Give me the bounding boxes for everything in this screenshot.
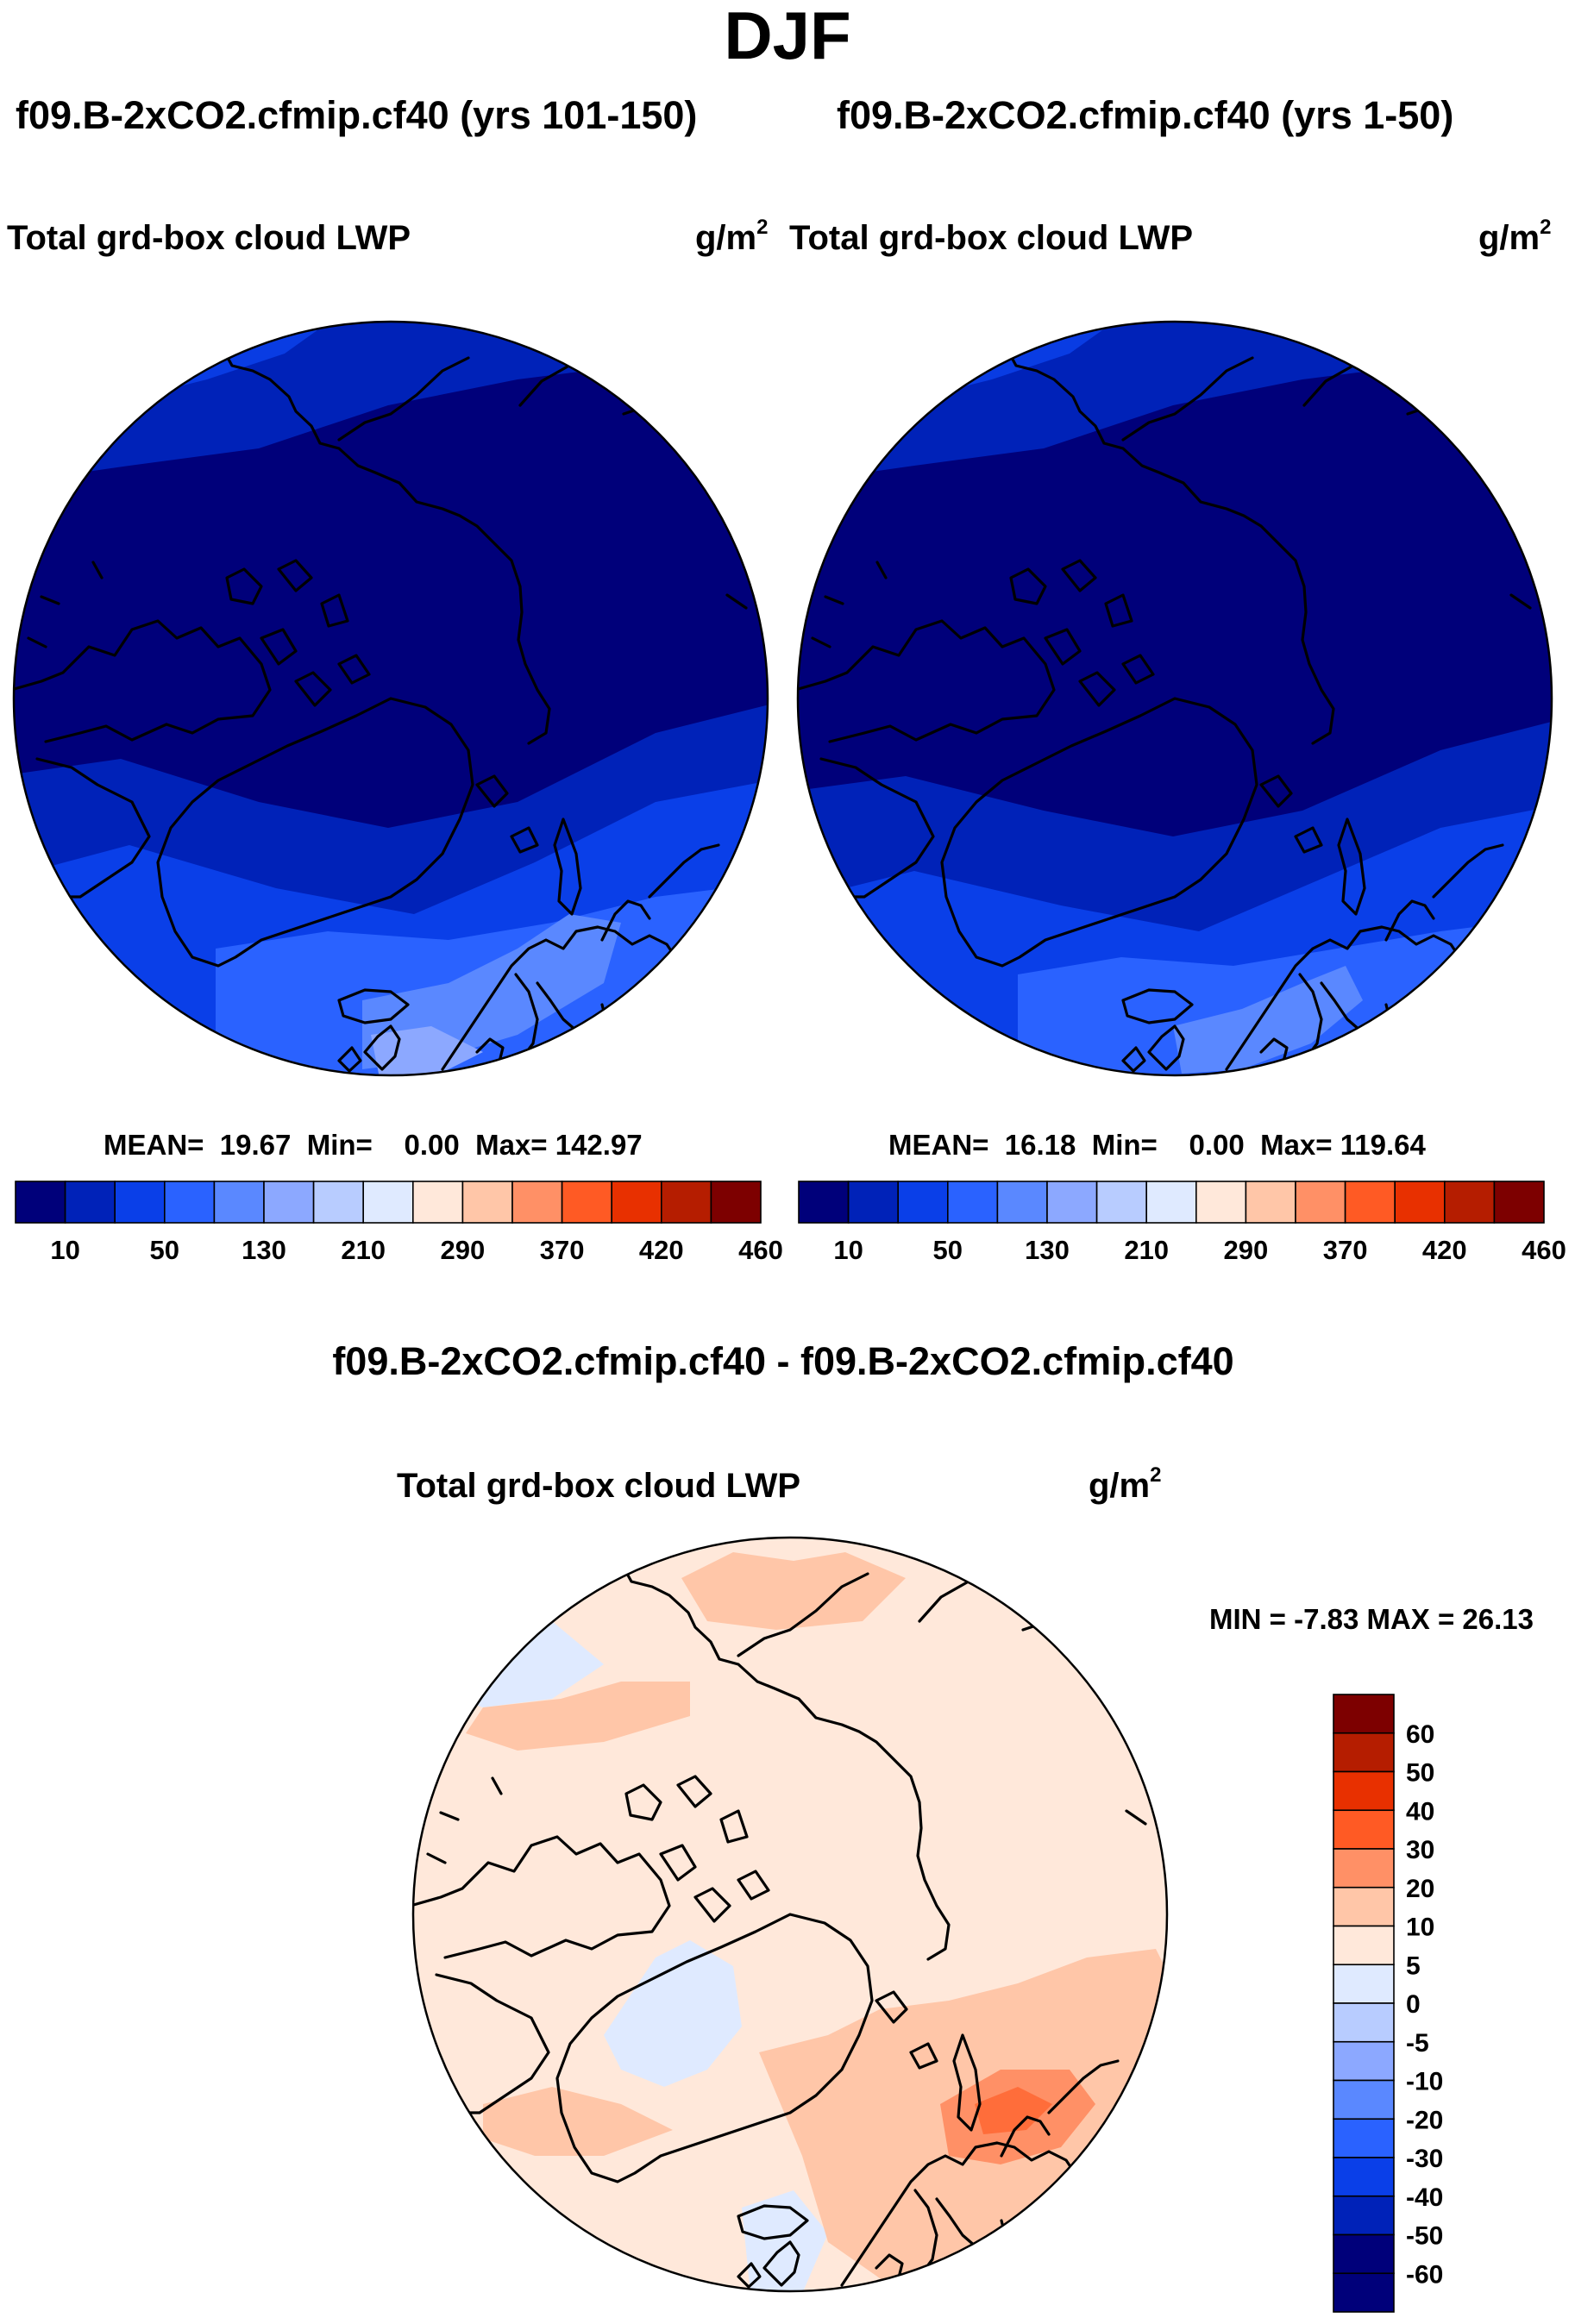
colorbar-tick-label: 420 bbox=[639, 1235, 684, 1265]
colorbar-tick-label: 60 bbox=[1406, 1720, 1434, 1749]
colorbar-swatch bbox=[1245, 1181, 1296, 1224]
colorbar-swatch bbox=[847, 1181, 899, 1224]
panel-2-map bbox=[796, 320, 1553, 1077]
panel-1-variable-label: Total grd-box cloud LWP bbox=[7, 219, 411, 257]
colorbar-tick-label: 50 bbox=[933, 1235, 963, 1265]
colorbar-swatch bbox=[1333, 2195, 1395, 2236]
colorbar-tick-label: 210 bbox=[1124, 1235, 1169, 1265]
colorbar-swatch bbox=[1333, 1848, 1395, 1889]
difference-units: g/m2 bbox=[1089, 1463, 1162, 1506]
colorbar-swatch bbox=[947, 1181, 999, 1224]
difference-title: f09.B-2xCO2.cfmip.cf40 - f09.B-2xCO2.cfm… bbox=[332, 1339, 1234, 1383]
colorbar-swatch bbox=[312, 1181, 365, 1224]
panel-2-run-title: f09.B-2xCO2.cfmip.cf40 (yrs 1-50) bbox=[837, 93, 1454, 137]
colorbar-swatch bbox=[1333, 2118, 1395, 2158]
colorbar-tick-label: 5 bbox=[1406, 1951, 1421, 1980]
colorbar-tick-label: 210 bbox=[341, 1235, 386, 1265]
panel-2-units: g/m2 bbox=[1478, 216, 1552, 258]
colorbar-tick-label: 130 bbox=[1025, 1235, 1070, 1265]
colorbar-swatch bbox=[1333, 1809, 1395, 1850]
colorbar-tick-label: 30 bbox=[1406, 1836, 1434, 1864]
difference-map bbox=[411, 1536, 1169, 2293]
panel-1-colorbar: 10 50 130 210 290 370 420 460 bbox=[15, 1181, 783, 1265]
panel-1-map bbox=[12, 320, 769, 1077]
colorbar-tick-label: -5 bbox=[1406, 2029, 1429, 2058]
colorbar-tick-label: 10 bbox=[1406, 1914, 1434, 1942]
colorbar-tick-label: -30 bbox=[1406, 2145, 1443, 2173]
colorbar-swatch bbox=[1333, 1886, 1395, 1927]
colorbar-swatch bbox=[1333, 1770, 1395, 1812]
colorbar-tick-label: 50 bbox=[150, 1235, 179, 1265]
colorbar-swatch bbox=[461, 1181, 513, 1224]
colorbar-swatch bbox=[1095, 1181, 1147, 1224]
figure-title: DJF bbox=[724, 0, 851, 73]
colorbar-tick-label: 10 bbox=[833, 1235, 863, 1265]
colorbar-swatch bbox=[897, 1181, 949, 1224]
colorbar-tick-label: 460 bbox=[1522, 1235, 1566, 1265]
colorbar-swatch bbox=[1333, 2079, 1395, 2120]
panel-2-variable-label: Total grd-box cloud LWP bbox=[789, 219, 1194, 257]
colorbar-swatch bbox=[1493, 1181, 1545, 1224]
colorbar-swatch bbox=[1333, 2272, 1395, 2313]
colorbar-swatch bbox=[1295, 1181, 1346, 1224]
colorbar-swatch bbox=[611, 1181, 662, 1224]
colorbar-swatch bbox=[1333, 2157, 1395, 2197]
colorbar-tick-label: 40 bbox=[1406, 1797, 1434, 1826]
colorbar-tick-label: -60 bbox=[1406, 2260, 1443, 2289]
colorbar-swatch bbox=[1333, 2040, 1395, 2082]
colorbar-swatch bbox=[1394, 1181, 1446, 1224]
colorbar-tick-label: 370 bbox=[540, 1235, 585, 1265]
colorbar-swatch bbox=[1444, 1181, 1496, 1224]
colorbar-tick-label: 370 bbox=[1323, 1235, 1368, 1265]
panel-1-run-title: f09.B-2xCO2.cfmip.cf40 (yrs 101-150) bbox=[16, 93, 698, 137]
colorbar-tick-label: 290 bbox=[1224, 1235, 1269, 1265]
colorbar-tick-label: -40 bbox=[1406, 2183, 1443, 2212]
colorbar-tick-label: 20 bbox=[1406, 1875, 1434, 1903]
colorbar-tick-label: -50 bbox=[1406, 2222, 1443, 2251]
colorbar-swatch bbox=[213, 1181, 265, 1224]
colorbar-swatch bbox=[1333, 1964, 1395, 2004]
colorbar-tick-label: 50 bbox=[1406, 1759, 1434, 1788]
colorbar-tick-label: 10 bbox=[50, 1235, 79, 1265]
panel-1-stats: MEAN= 19.67 Min= 0.00 Max= 142.97 bbox=[104, 1129, 643, 1161]
panel-2-stats: MEAN= 16.18 Min= 0.00 Max= 119.64 bbox=[888, 1129, 1426, 1161]
colorbar-swatch bbox=[996, 1181, 1048, 1224]
colorbar-swatch bbox=[263, 1181, 315, 1224]
colorbar-swatch bbox=[114, 1181, 166, 1224]
colorbar-tick-label: -10 bbox=[1406, 2068, 1443, 2096]
colorbar-swatch bbox=[1195, 1181, 1247, 1224]
difference-min-max: MIN = -7.83 MAX = 26.13 bbox=[1209, 1603, 1534, 1635]
colorbar-swatch bbox=[164, 1181, 216, 1224]
colorbar-swatch bbox=[660, 1181, 712, 1224]
colorbar-swatch bbox=[561, 1181, 612, 1224]
colorbar-swatch bbox=[1333, 1694, 1395, 1734]
difference-variable-label: Total grd-box cloud LWP bbox=[397, 1467, 801, 1505]
colorbar-swatch bbox=[1046, 1181, 1098, 1224]
colorbar-swatch bbox=[1333, 1925, 1395, 1966]
colorbar-tick-label: 460 bbox=[738, 1235, 783, 1265]
colorbar-swatch bbox=[710, 1181, 762, 1224]
colorbar-swatch bbox=[511, 1181, 563, 1224]
colorbar-swatch bbox=[1344, 1181, 1396, 1224]
colorbar-tick-label: 420 bbox=[1422, 1235, 1467, 1265]
colorbar-tick-label: 290 bbox=[441, 1235, 486, 1265]
colorbar-swatch bbox=[1145, 1181, 1197, 1224]
colorbar-tick-label: 130 bbox=[242, 1235, 286, 1265]
colorbar-tick-label: 0 bbox=[1406, 1990, 1421, 2019]
colorbar-swatch bbox=[411, 1181, 464, 1224]
colorbar-swatch bbox=[1333, 1732, 1395, 1773]
panel-2-colorbar: 10 50 130 210 290 370 420 460 bbox=[798, 1181, 1566, 1265]
colorbar-swatch bbox=[362, 1181, 414, 1224]
colorbar-swatch bbox=[1333, 2002, 1395, 2043]
colorbar-swatch bbox=[15, 1181, 66, 1224]
colorbar-tick-label: -20 bbox=[1406, 2106, 1443, 2134]
colorbar-swatch bbox=[1333, 2233, 1395, 2275]
panel-1-units: g/m2 bbox=[695, 216, 769, 258]
colorbar-swatch bbox=[64, 1181, 116, 1224]
colorbar-swatch bbox=[798, 1181, 850, 1224]
